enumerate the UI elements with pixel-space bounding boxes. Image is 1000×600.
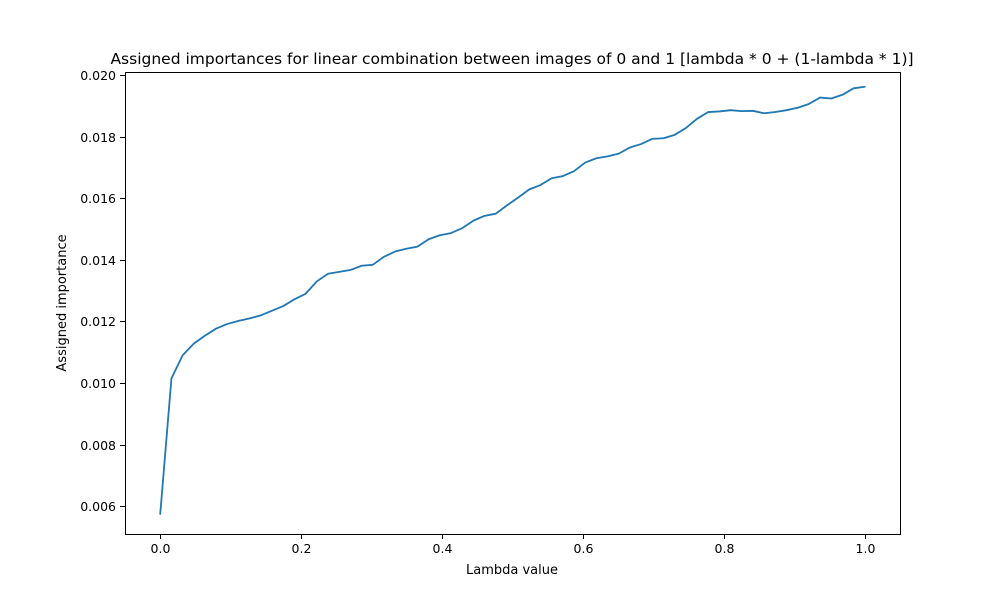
y-tick-label: 0.020 <box>80 68 116 83</box>
x-tick-label: 0.8 <box>715 541 735 556</box>
y-tick-label: 0.012 <box>80 314 116 329</box>
y-axis-label: Assigned importance <box>55 234 70 371</box>
chart-title: Assigned importances for linear combinat… <box>110 50 913 68</box>
x-axis: 0.0 0.2 0.4 0.6 0.8 1.0 <box>151 534 876 556</box>
y-tick-label: 0.016 <box>80 191 116 206</box>
x-tick-label: 0.0 <box>151 541 171 556</box>
series-layer <box>159 85 866 515</box>
x-tick-label: 0.2 <box>292 541 312 556</box>
x-tick-label: 1.0 <box>856 541 876 556</box>
y-tick-label: 0.008 <box>80 438 116 453</box>
plot-area: 0.0 0.2 0.4 0.6 0.8 1.0 0.0060.0080.0100.0120… <box>80 68 901 556</box>
y-axis: 0.006 0.008 0.010 0.012 0.014 0.016 0.018 0.020 <box>80 68 125 514</box>
x-axis-label: Lambda value <box>466 563 558 578</box>
y-tick-label: 0.014 <box>80 253 116 268</box>
y-tick-label: 0.006 <box>80 499 116 514</box>
y-tick-label: 0.010 <box>80 376 116 391</box>
series-line-0 <box>159 85 866 515</box>
x-tick-label: 0.6 <box>574 541 594 556</box>
y-tick-label: 0.018 <box>80 130 116 145</box>
x-tick-label: 0.4 <box>433 541 453 556</box>
plot-frame <box>125 72 901 535</box>
